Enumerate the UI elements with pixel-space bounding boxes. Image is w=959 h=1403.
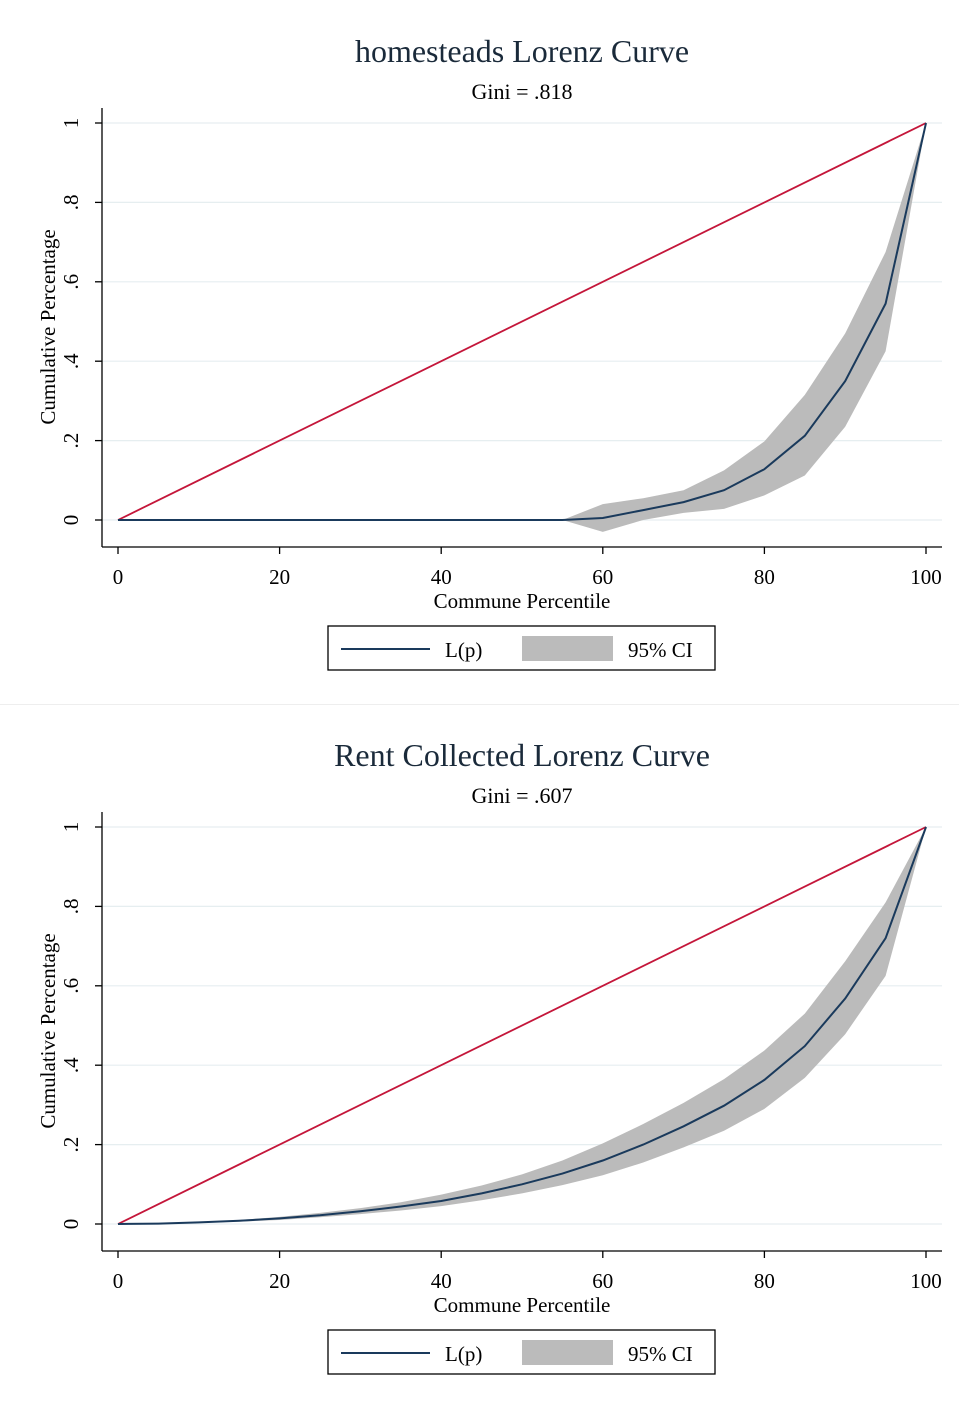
x-tick-label: 60 [592, 1269, 613, 1293]
x-tick-label: 100 [910, 1269, 942, 1293]
y-tick-label: 1 [59, 822, 83, 833]
x-tick-label: 40 [431, 1269, 452, 1293]
x-tick-label: 20 [269, 1269, 290, 1293]
x-tick-label: 100 [910, 565, 942, 589]
y-tick-label: 1 [59, 118, 83, 129]
x-tick-label: 60 [592, 565, 613, 589]
chart-title: Rent Collected Lorenz Curve [334, 737, 710, 773]
x-tick-label: 20 [269, 565, 290, 589]
y-tick-label: 0 [59, 515, 83, 526]
x-axis-label: Commune Percentile [434, 589, 611, 613]
x-tick-label: 40 [431, 565, 452, 589]
chart-subtitle: Gini = .818 [471, 79, 572, 104]
legend-lorenz-label: L(p) [445, 638, 482, 662]
x-tick-label: 80 [754, 1269, 775, 1293]
ci-band [562, 123, 926, 532]
legend-ci-label: 95% CI [628, 1342, 693, 1366]
legend-ci-swatch [522, 636, 613, 661]
legend-ci-swatch [522, 1340, 613, 1365]
chart-rent-collected-lorenz: Rent Collected Lorenz Curve Gini = .607 0.… [36, 737, 942, 1375]
x-tick-label: 0 [113, 1269, 124, 1293]
y-tick-label: .4 [59, 1057, 83, 1073]
lorenz-curve-line [117, 826, 927, 1225]
x-axis-label: Commune Percentile [434, 1293, 611, 1317]
chart-homesteads-lorenz: homesteads Lorenz Curve Gini = .818 0 .2 .4.… [36, 33, 942, 671]
y-tick-label: .4 [59, 353, 83, 369]
chart-title: homesteads Lorenz Curve [355, 33, 689, 69]
y-tick-label: .8 [59, 195, 83, 211]
y-tick-label: 0 [59, 1219, 83, 1230]
y-axis-label: Cumulative Percentage [36, 933, 60, 1128]
panel-divider [0, 704, 959, 705]
legend-lorenz-label: L(p) [445, 1342, 482, 1366]
equality-line [117, 122, 927, 521]
lorenz-curve-line [118, 122, 927, 521]
chart-subtitle: Gini = .607 [471, 783, 572, 808]
equality-line [117, 826, 927, 1225]
y-tick-label: .2 [59, 433, 83, 449]
x-tick-label: 0 [113, 565, 124, 589]
y-axis-label: Cumulative Percentage [36, 229, 60, 424]
y-tick-label: .2 [59, 1137, 83, 1153]
y-tick-label: .6 [59, 978, 83, 994]
ci-band [118, 827, 926, 1224]
legend-ci-label: 95% CI [628, 638, 693, 662]
x-tick-label: 80 [754, 565, 775, 589]
y-tick-label: .8 [59, 899, 83, 915]
y-tick-label: .6 [59, 274, 83, 290]
